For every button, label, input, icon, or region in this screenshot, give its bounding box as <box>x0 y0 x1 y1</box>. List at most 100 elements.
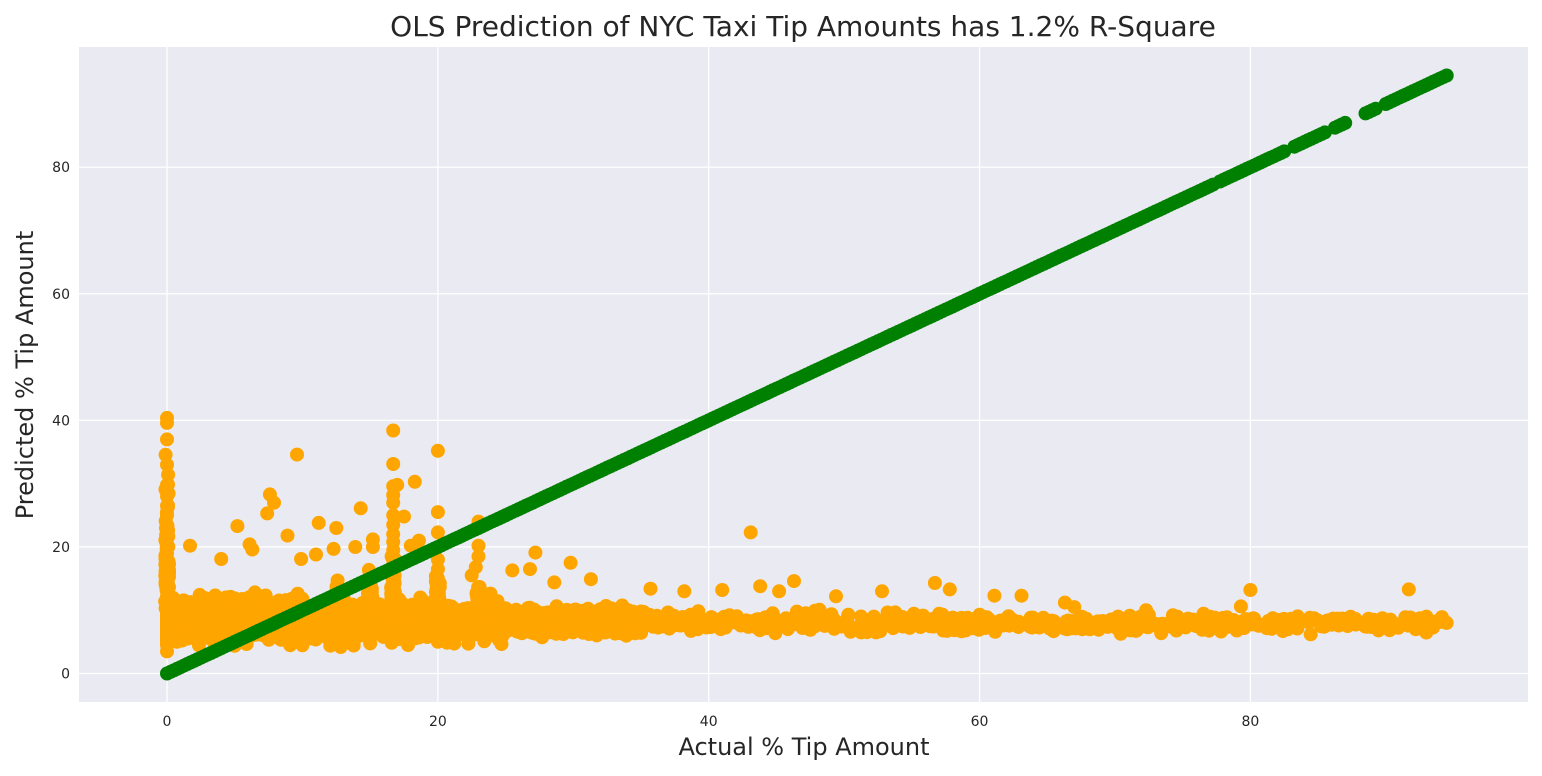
predicted-point <box>649 608 664 623</box>
predicted-point <box>1419 609 1434 624</box>
predicted-point <box>430 505 445 520</box>
predicted-point <box>940 620 955 635</box>
predicted-point <box>528 545 543 560</box>
grid-lines <box>79 47 1528 702</box>
predicted-point <box>923 619 938 634</box>
predicted-point <box>407 474 422 489</box>
predicted-point <box>1287 614 1302 629</box>
predicted-point <box>415 611 430 626</box>
predicted-point <box>1014 588 1029 603</box>
y-tick-label: 60 <box>52 287 70 303</box>
y-tick-label: 0 <box>61 667 70 683</box>
predicted-point <box>864 618 879 633</box>
predicted-point <box>839 615 854 630</box>
predicted-point <box>194 623 209 638</box>
predicted-point <box>160 644 174 659</box>
predicted-point <box>430 571 445 586</box>
predicted-point <box>267 495 281 510</box>
predicted-point <box>390 477 405 492</box>
predicted-point <box>739 618 754 633</box>
predicted-point <box>386 495 401 510</box>
predicted-point <box>185 613 200 628</box>
predicted-point <box>472 590 487 605</box>
predicted-point <box>1063 617 1078 632</box>
predicted-point <box>989 616 1004 631</box>
predicted-point <box>319 622 334 636</box>
predicted-point <box>315 610 330 625</box>
predicted-point <box>523 562 537 577</box>
predicted-point <box>1139 603 1154 618</box>
predicted-point <box>430 443 445 458</box>
predicted-point <box>514 626 529 641</box>
predicted-point <box>245 542 260 557</box>
predicted-point <box>597 607 612 622</box>
predicted-point <box>1330 611 1345 626</box>
predicted-point <box>472 607 487 622</box>
x-axis-label: Actual % Tip Amount <box>678 733 929 761</box>
predicted-point <box>533 621 548 636</box>
predicted-point <box>1091 622 1106 637</box>
predicted-point <box>1219 610 1234 625</box>
predicted-point <box>294 552 309 566</box>
predicted-point <box>829 589 843 604</box>
predicted-point <box>522 611 537 626</box>
predicted-point <box>793 615 808 630</box>
predicted-point <box>1233 599 1248 614</box>
predicted-point <box>1075 609 1090 624</box>
predicted-point <box>498 614 513 629</box>
predicted-point <box>160 415 174 430</box>
predicted-point <box>1382 623 1397 638</box>
predicted-point <box>901 617 916 631</box>
predicted-point <box>1348 617 1363 632</box>
predicted-point <box>1261 618 1276 633</box>
predicted-point <box>329 521 344 535</box>
predicted-point <box>1401 582 1416 597</box>
predicted-point <box>430 625 445 640</box>
predicted-point <box>743 525 758 540</box>
y-tick-label: 80 <box>52 160 70 176</box>
predicted-point <box>978 610 993 625</box>
predicted-point <box>875 584 889 599</box>
predicted-point <box>431 595 446 610</box>
predicted-point <box>224 606 239 621</box>
y-axis-label: Predicted % Tip Amount <box>11 231 39 520</box>
predicted-point <box>766 617 781 632</box>
predicted-point <box>365 540 380 554</box>
predicted-point <box>183 538 197 553</box>
predicted-point <box>160 457 174 472</box>
predicted-point <box>1426 620 1440 635</box>
predicted-point <box>335 634 350 649</box>
predicted-point <box>1214 624 1229 639</box>
predicted-point <box>397 509 411 524</box>
predicted-point <box>295 625 310 640</box>
predicted-point <box>715 583 730 597</box>
x-tick-label: 20 <box>429 714 447 730</box>
predicted-point <box>1303 627 1318 642</box>
predicted-point <box>386 606 401 621</box>
predicted-point <box>452 623 467 638</box>
predicted-point <box>171 613 186 628</box>
x-tick-label: 80 <box>1241 714 1259 730</box>
predicted-point <box>326 541 341 556</box>
predicted-point <box>1067 600 1082 615</box>
predicted-point <box>753 579 768 594</box>
predicted-point <box>879 616 893 631</box>
predicted-point <box>160 432 174 447</box>
predicted-point <box>1170 609 1185 624</box>
predicted-point <box>511 615 526 630</box>
chart-title: OLS Prediction of NYC Taxi Tip Amounts h… <box>390 10 1216 43</box>
predicted-point <box>214 552 229 566</box>
predicted-point <box>613 619 627 634</box>
predicted-point <box>492 629 507 644</box>
predicted-point <box>430 525 445 540</box>
predicted-point <box>1046 624 1061 639</box>
predicted-point <box>717 609 732 624</box>
predicted-point <box>1000 614 1015 629</box>
predicted-point <box>402 619 417 634</box>
predicted-point <box>820 615 835 630</box>
predicted-point <box>942 582 957 597</box>
predicted-point <box>386 457 401 471</box>
predicted-point <box>345 614 360 629</box>
